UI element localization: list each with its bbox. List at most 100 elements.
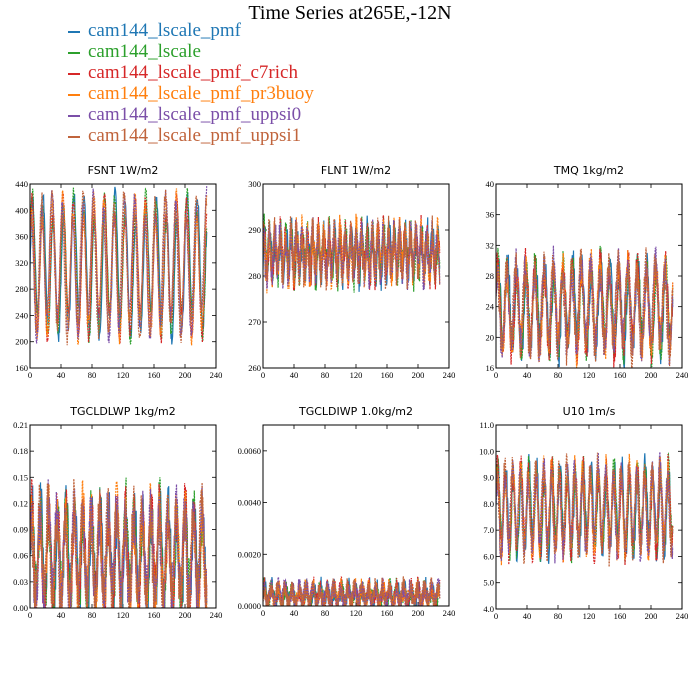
x-tick-label: 160	[381, 370, 394, 380]
y-tick-label: 0.15	[13, 472, 28, 482]
x-tick-label: 80	[321, 370, 330, 380]
chart-panel: TGCLDIWP 1.0kg/m2 0 40 80 120 160 200 240 0.0000…	[238, 405, 456, 618]
y-tick-label: 300	[248, 179, 261, 189]
x-tick-label: 200	[179, 610, 192, 620]
legend-label: cam144_lscale_pmf_pr3buoy	[88, 83, 314, 104]
legend-label: cam144_lscale_pmf	[88, 20, 242, 41]
x-tick-label: 160	[614, 611, 627, 621]
legend-item: cam144_lscale	[68, 41, 314, 62]
series-line	[30, 189, 208, 346]
chart-title: FLNT 1W/m2	[321, 164, 391, 177]
legend-item: cam144_lscale_pmf_c7rich	[68, 62, 314, 83]
series-line	[30, 187, 208, 345]
y-tick-label: 8.0	[483, 499, 494, 509]
x-tick-label: 240	[443, 370, 456, 380]
x-tick-label: 200	[645, 370, 658, 380]
x-tick-label: 80	[88, 370, 97, 380]
legend-swatch	[68, 114, 80, 117]
y-tick-label: 290	[248, 225, 261, 235]
y-tick-label: 9.0	[483, 473, 494, 483]
chart-panel: FLNT 1W/m2 0 40 80 120 160 200 240 260 270 280 290 3…	[248, 164, 455, 380]
x-tick-label: 80	[554, 370, 563, 380]
plot-frame	[262, 424, 450, 607]
x-tick-label: 0	[261, 370, 265, 380]
y-tick-label: 32	[486, 240, 495, 250]
x-tick-label: 40	[290, 370, 299, 380]
x-tick-label: 80	[321, 608, 330, 618]
y-tick-label: 5.0	[483, 578, 494, 588]
x-tick-label: 40	[57, 370, 66, 380]
x-tick-label: 0	[494, 370, 498, 380]
y-tick-label: 0.03	[13, 577, 28, 587]
legend-label: cam144_lscale_pmf_c7rich	[88, 62, 298, 83]
x-tick-label: 160	[148, 610, 161, 620]
y-tick-label: 440	[15, 179, 28, 189]
chart-title: TGCLDLWP 1kg/m2	[69, 405, 175, 418]
y-tick-label: 11.0	[479, 420, 494, 430]
series-line	[30, 478, 208, 608]
legend-swatch	[68, 51, 80, 54]
legend-item: cam144_lscale_pmf_uppsi1	[68, 125, 314, 146]
chart-title: TMQ 1kg/m2	[553, 164, 624, 177]
x-tick-label: 200	[645, 611, 658, 621]
x-tick-label: 40	[290, 608, 299, 618]
legend-item: cam144_lscale_pmf_uppsi0	[68, 104, 314, 125]
plot-frame	[29, 183, 217, 369]
x-tick-label: 80	[88, 610, 97, 620]
y-tick-label: 360	[15, 232, 28, 242]
y-tick-label: 0.06	[13, 551, 28, 561]
chart-panel: TMQ 1kg/m2 0 40 80 120 160 200 240 16 20 24 28 32 36 4…	[486, 164, 689, 380]
series-line	[263, 217, 441, 291]
x-tick-label: 120	[117, 610, 130, 620]
x-tick-label: 240	[443, 608, 456, 618]
y-tick-label: 160	[15, 363, 28, 373]
x-tick-label: 120	[583, 611, 596, 621]
plot-frame	[262, 183, 450, 369]
legend-label: cam144_lscale_pmf_uppsi0	[88, 104, 302, 125]
chart-panel: TGCLDLWP 1kg/m2 0 40 80 120 160 200 240 0.00 0.03…	[13, 405, 222, 620]
legend-swatch	[68, 72, 80, 75]
legend-swatch	[68, 135, 80, 138]
legend-item: cam144_lscale_pmf	[68, 20, 314, 41]
x-tick-label: 40	[57, 610, 66, 620]
x-tick-label: 160	[148, 370, 161, 380]
x-tick-label: 240	[676, 370, 689, 380]
plot-frame	[495, 183, 683, 369]
y-tick-label: 0.09	[13, 525, 28, 535]
y-tick-label: 200	[15, 337, 28, 347]
y-tick-label: 36	[486, 210, 495, 220]
plot-frame	[495, 424, 683, 610]
legend: cam144_lscale_pmf cam144_lscale cam144_l…	[68, 20, 314, 146]
x-tick-label: 120	[583, 370, 596, 380]
x-tick-label: 120	[117, 370, 130, 380]
x-tick-label: 120	[350, 370, 363, 380]
y-tick-label: 280	[248, 271, 261, 281]
x-tick-label: 120	[350, 608, 363, 618]
x-tick-label: 40	[523, 611, 532, 621]
y-tick-label: 320	[15, 258, 28, 268]
plot-frame	[29, 424, 217, 609]
y-tick-label: 400	[15, 205, 28, 215]
x-tick-label: 40	[523, 370, 532, 380]
y-tick-label: 0.0020	[238, 549, 261, 559]
series-line	[30, 478, 208, 608]
y-tick-label: 0.0000	[238, 601, 261, 611]
series-line	[496, 452, 674, 567]
chart-title: TGCLDIWP 1.0kg/m2	[298, 405, 413, 418]
y-tick-label: 0.0040	[238, 498, 261, 508]
y-tick-label: 280	[15, 284, 28, 294]
y-tick-label: 40	[486, 179, 495, 189]
x-tick-label: 240	[676, 611, 689, 621]
y-tick-label: 240	[15, 310, 28, 320]
y-tick-label: 16	[486, 363, 495, 373]
y-tick-label: 7.0	[483, 525, 494, 535]
legend-label: cam144_lscale_pmf_uppsi1	[88, 125, 302, 146]
y-tick-label: 0.12	[13, 498, 28, 508]
chart-panel: FSNT 1W/m2 0 40 80 120 160 200 240 160 200 240 280 3…	[15, 164, 222, 380]
x-tick-label: 240	[210, 610, 223, 620]
x-tick-label: 160	[381, 608, 394, 618]
x-tick-label: 200	[179, 370, 192, 380]
x-tick-label: 0	[261, 608, 265, 618]
chart-panel: U10 1m/s 0 40 80 120 160 200 240 4.0 5.0 6.0 7.0 8.0…	[479, 405, 688, 621]
